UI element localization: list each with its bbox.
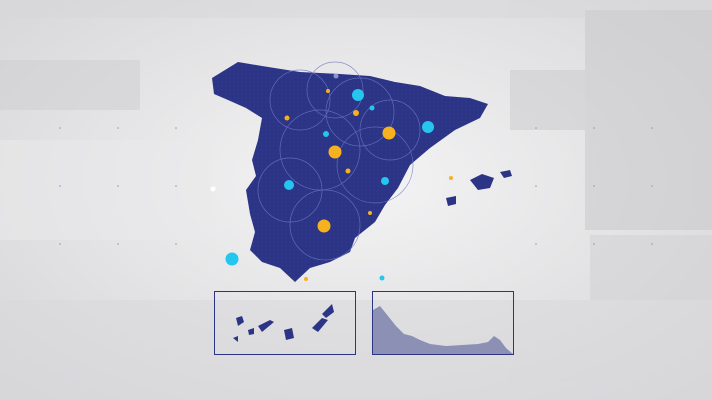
balearic-islands — [446, 170, 512, 206]
grid-dots — [59, 127, 653, 245]
network-circles — [257, 61, 421, 261]
markers — [210, 73, 453, 281]
canary-inset — [214, 291, 356, 355]
ceuta-melilla-inset — [372, 291, 514, 355]
